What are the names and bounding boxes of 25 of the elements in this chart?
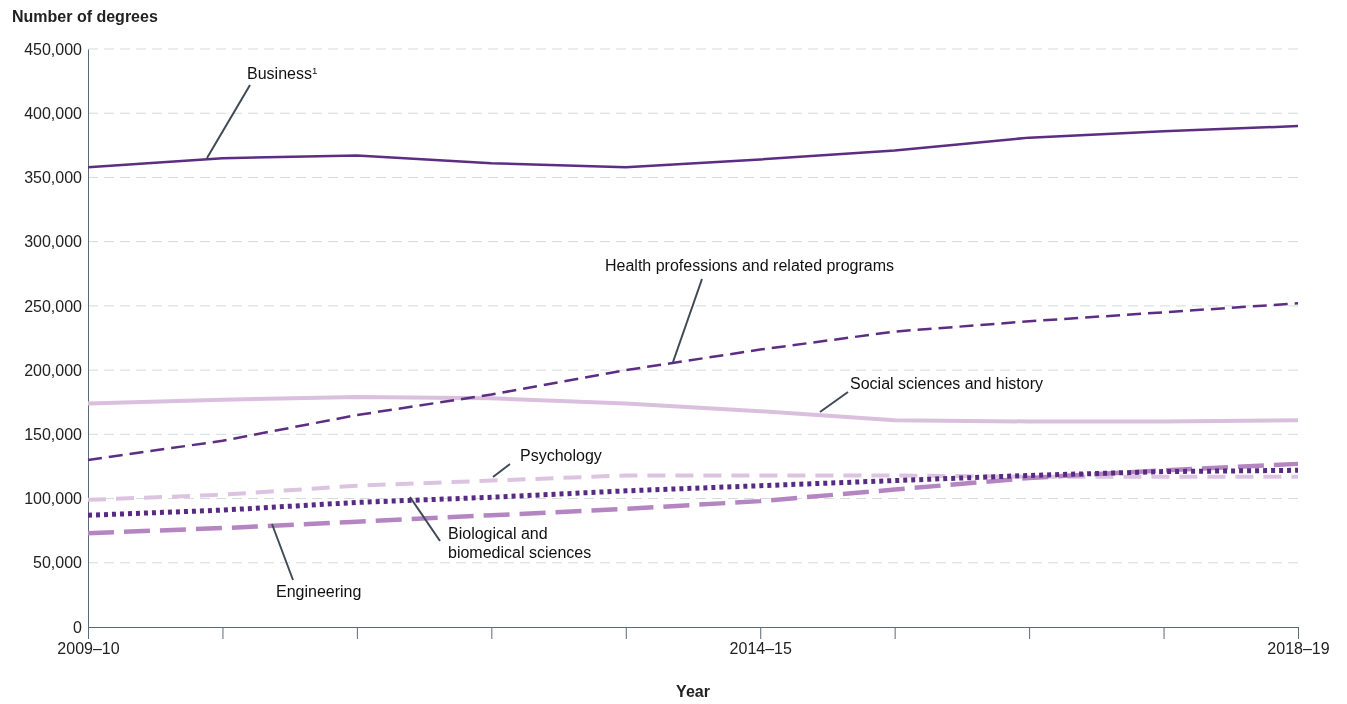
line-series	[86, 473, 1300, 502]
y-tick-label: 450,000	[24, 40, 83, 58]
series-label: Social sciences and history	[850, 375, 1043, 392]
y-tick-label: 50,000	[33, 554, 83, 572]
series-label: Biological and biomedical sciences	[448, 525, 592, 561]
text: Engineering	[276, 583, 362, 600]
y-tick-label: 400,000	[24, 104, 83, 122]
x-tick-label: 2009–10	[57, 640, 120, 658]
y-tick-label: 200,000	[24, 361, 83, 379]
y-tick-label: 350,000	[24, 169, 83, 187]
y-axis-title: Number of degrees	[12, 8, 158, 25]
line-series	[86, 302, 1300, 462]
x-tick-label: 2014–15	[729, 640, 792, 658]
y-tick-label: 150,000	[24, 425, 83, 443]
y-tick-label: 300,000	[24, 233, 83, 251]
series-label: Psychology	[520, 447, 602, 464]
text: Health professions and related programs	[605, 257, 895, 274]
line-series	[86, 395, 1300, 424]
line-series	[86, 124, 1300, 169]
x-axis-title: Year	[676, 683, 710, 700]
y-tick-label: 100,000	[24, 490, 83, 508]
x-tick-label: 2018–19	[1267, 640, 1330, 658]
y-tick-label: 250,000	[24, 297, 83, 315]
y-tick-label: 0	[73, 618, 83, 636]
text: Business$^{1}$	[247, 64, 318, 82]
